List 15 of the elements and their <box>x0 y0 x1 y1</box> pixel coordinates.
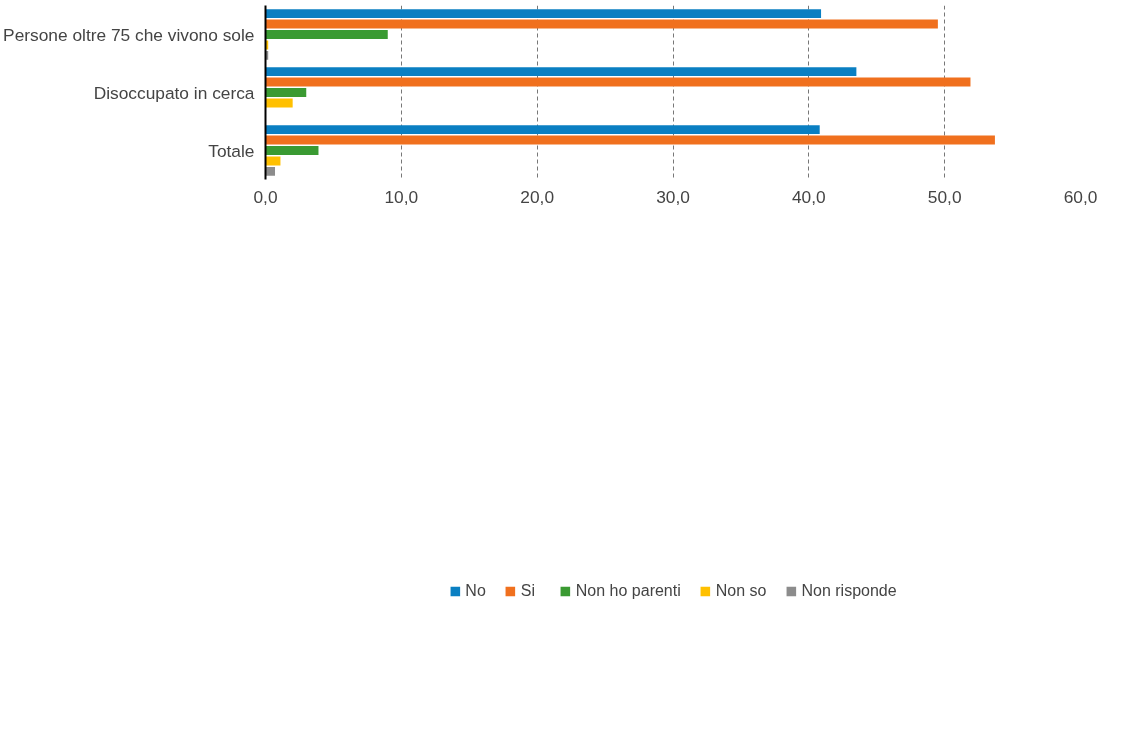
legend-label: Si <box>520 581 537 600</box>
x-tick-label: 40,0 <box>791 186 826 207</box>
x-tick-label: 50,0 <box>927 186 962 207</box>
legend-label: Non so <box>715 581 767 600</box>
x-tick-label: 10,0 <box>384 186 419 207</box>
legend-label: Non ho parenti <box>575 581 681 600</box>
x-tick-label: 60,0 <box>1063 186 1098 207</box>
legend-label: Non risponde <box>801 581 897 600</box>
y-tick-label: Persone oltre 75 che vivono sole <box>3 24 255 45</box>
y-tick-label: Totale <box>208 140 255 161</box>
x-tick-label: 30,0 <box>656 186 690 207</box>
y-tick-label: Disoccupato in cerca <box>93 82 255 103</box>
x-tick-label: 20,0 <box>520 186 555 207</box>
legend-label: No <box>465 581 486 600</box>
x-tick-label: 0,0 <box>253 186 278 207</box>
